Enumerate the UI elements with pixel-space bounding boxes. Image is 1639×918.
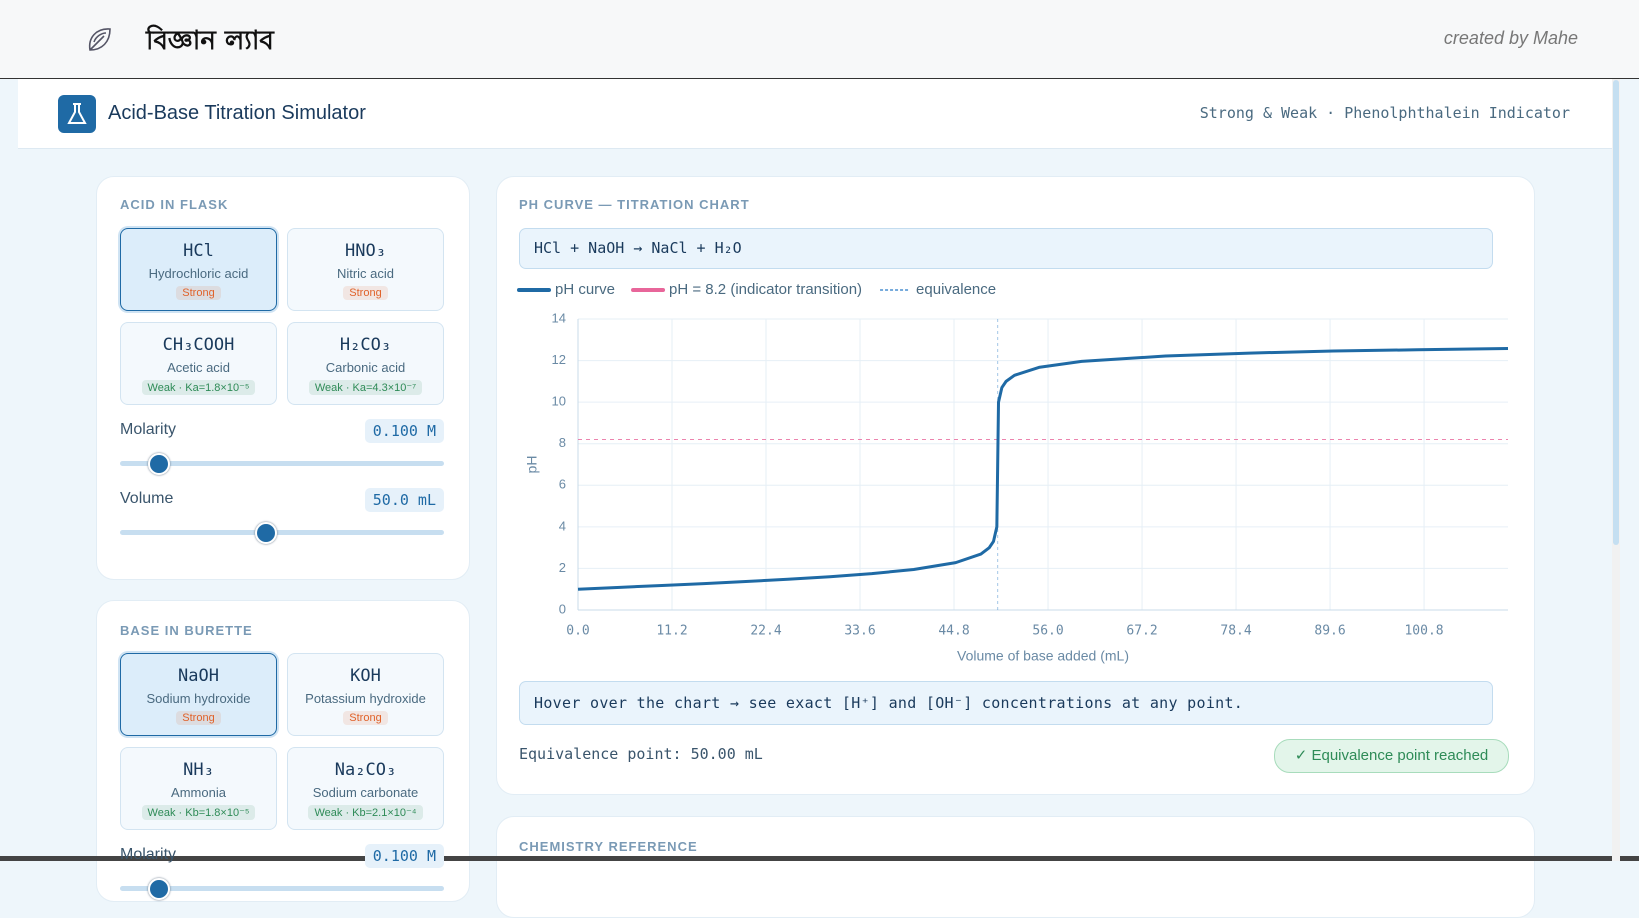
x-axis-label: Volume of base added (mL) bbox=[957, 648, 1129, 664]
brand-icon bbox=[88, 28, 111, 51]
x-tick-label: 78.4 bbox=[1220, 624, 1251, 639]
x-tick-label: 56.0 bbox=[1032, 624, 1063, 639]
status-badge: ✓ Equivalence point reached bbox=[1274, 739, 1509, 773]
app-header bbox=[18, 79, 1612, 149]
control-value: 0.100 M bbox=[364, 844, 444, 868]
x-tick-label: 22.4 bbox=[750, 624, 781, 639]
x-tick-label: 89.6 bbox=[1314, 624, 1345, 639]
control-label: Molarity bbox=[120, 846, 177, 863]
x-tick-label: 0.0 bbox=[566, 624, 589, 639]
y-tick-label: 8 bbox=[559, 435, 566, 450]
slider-thumb[interactable] bbox=[148, 878, 170, 900]
section-heading: BASE IN BURETTE bbox=[120, 623, 253, 638]
formula: Na₂CO₃ bbox=[334, 760, 397, 780]
equation: HCl + NaOH → NaCl + H₂O bbox=[519, 228, 1493, 269]
formula: CH₃COOH bbox=[162, 335, 235, 355]
formula: HNO₃ bbox=[345, 241, 386, 261]
option-button[interactable]: CH₃COOH Acetic acid Weak · Ka=1.8×10⁻⁵ bbox=[120, 322, 277, 405]
x-tick-label: 67.2 bbox=[1126, 624, 1157, 639]
option-button[interactable]: HCl Hydrochloric acid Strong bbox=[120, 228, 277, 311]
badge: Strong bbox=[176, 286, 221, 300]
y-tick-label: 14 bbox=[552, 310, 566, 325]
y-tick-label: 2 bbox=[559, 560, 566, 575]
badge: Weak · Ka=1.8×10⁻⁵ bbox=[141, 380, 256, 395]
y-tick-label: 6 bbox=[559, 477, 566, 492]
slider-track[interactable] bbox=[120, 530, 444, 535]
chart[interactable]: 0 2 4 6 8 10 12 14 0.0 11.2 22.4 33.6 44.8 56.0 67.2 78… bbox=[496, 176, 1533, 793]
bottom-edge bbox=[0, 856, 1639, 861]
badge: Strong bbox=[343, 711, 388, 725]
legend-label: equivalence bbox=[916, 281, 996, 298]
option-button[interactable]: NaOH Sodium hydroxide Strong bbox=[120, 653, 277, 736]
option-button[interactable]: HNO₃ Nitric acid Strong bbox=[287, 228, 444, 311]
control-label: Volume bbox=[120, 490, 174, 507]
x-tick-label: 11.2 bbox=[656, 624, 687, 639]
formula: KOH bbox=[350, 666, 381, 686]
flask-icon bbox=[67, 103, 87, 124]
option-name: Ammonia bbox=[171, 785, 226, 800]
section-heading: CHEMISTRY REFERENCE bbox=[519, 839, 698, 854]
x-tick-label: 44.8 bbox=[938, 624, 969, 639]
hint: Hover over the chart → see exact [H⁺] an… bbox=[519, 681, 1493, 725]
section-heading: ACID IN FLASK bbox=[120, 197, 229, 212]
scrollbar-thumb[interactable] bbox=[1613, 80, 1619, 545]
slider-thumb[interactable] bbox=[148, 453, 170, 475]
control-value: 0.100 M bbox=[364, 419, 444, 443]
x-tick-label: 33.6 bbox=[844, 624, 875, 639]
slider-thumb[interactable] bbox=[255, 522, 277, 544]
control-value: 50.0 mL bbox=[364, 488, 444, 512]
option-name: Nitric acid bbox=[336, 266, 395, 281]
option-name: Sodium hydroxide bbox=[146, 691, 251, 706]
app-title: Acid-Base Titration Simulator bbox=[108, 102, 366, 124]
option-button[interactable]: NH₃ Ammonia Weak · Kb=1.8×10⁻⁵ bbox=[120, 747, 277, 830]
option-name: Carbonic acid bbox=[325, 360, 406, 375]
app-subtitle: Strong & Weak · Phenolphthalein Indicato… bbox=[1199, 104, 1570, 122]
badge: Strong bbox=[343, 286, 388, 300]
chart-heading: PH CURVE — TITRATION CHART bbox=[519, 197, 750, 212]
app-icon bbox=[58, 95, 96, 133]
badge: Strong bbox=[176, 711, 221, 725]
x-tick-label: 100.8 bbox=[1404, 624, 1443, 639]
formula: NaOH bbox=[178, 666, 219, 686]
control-label: Molarity bbox=[120, 421, 177, 438]
reference-card bbox=[496, 816, 1535, 918]
brand-title: বিজ্ঞান ল্যাব bbox=[146, 26, 274, 56]
option-name: Sodium carbonate bbox=[312, 785, 419, 800]
credit: created by Mahe bbox=[1443, 28, 1578, 48]
legend-label: pH curve bbox=[555, 281, 615, 298]
option-button[interactable]: KOH Potassium hydroxide Strong bbox=[287, 653, 444, 736]
formula: H₂CO₃ bbox=[339, 335, 392, 355]
y-tick-label: 0 bbox=[559, 601, 566, 616]
legend-label: pH = 8.2 (indicator transition) bbox=[669, 281, 862, 298]
option-button[interactable]: Na₂CO₃ Sodium carbonate Weak · Kb=2.1×10⁻⁴ bbox=[287, 747, 444, 830]
equivalence-text: Equivalence point: 50.00 mL bbox=[519, 745, 763, 763]
line-series bbox=[577, 347, 1509, 591]
option-button[interactable]: H₂CO₃ Carbonic acid Weak · Ka=4.3×10⁻⁷ bbox=[287, 322, 444, 405]
option-name: Acetic acid bbox=[167, 360, 230, 375]
formula: HCl bbox=[183, 241, 214, 261]
y-tick-label: 10 bbox=[552, 394, 566, 409]
slider-track[interactable] bbox=[120, 461, 444, 466]
option-name: Hydrochloric acid bbox=[148, 266, 249, 281]
y-tick-label: 12 bbox=[552, 352, 566, 367]
badge: Weak · Ka=4.3×10⁻⁷ bbox=[308, 380, 423, 395]
y-axis-label: pH bbox=[524, 456, 540, 474]
y-tick-label: 4 bbox=[559, 518, 566, 533]
option-name: Potassium hydroxide bbox=[305, 691, 426, 706]
formula: NH₃ bbox=[183, 760, 214, 780]
badge: Weak · Kb=1.8×10⁻⁵ bbox=[141, 805, 256, 820]
top-bar: বিজ্ঞান ল্যাব created by Mahe bbox=[0, 0, 1639, 79]
badge: Weak · Kb=2.1×10⁻⁴ bbox=[308, 805, 423, 820]
